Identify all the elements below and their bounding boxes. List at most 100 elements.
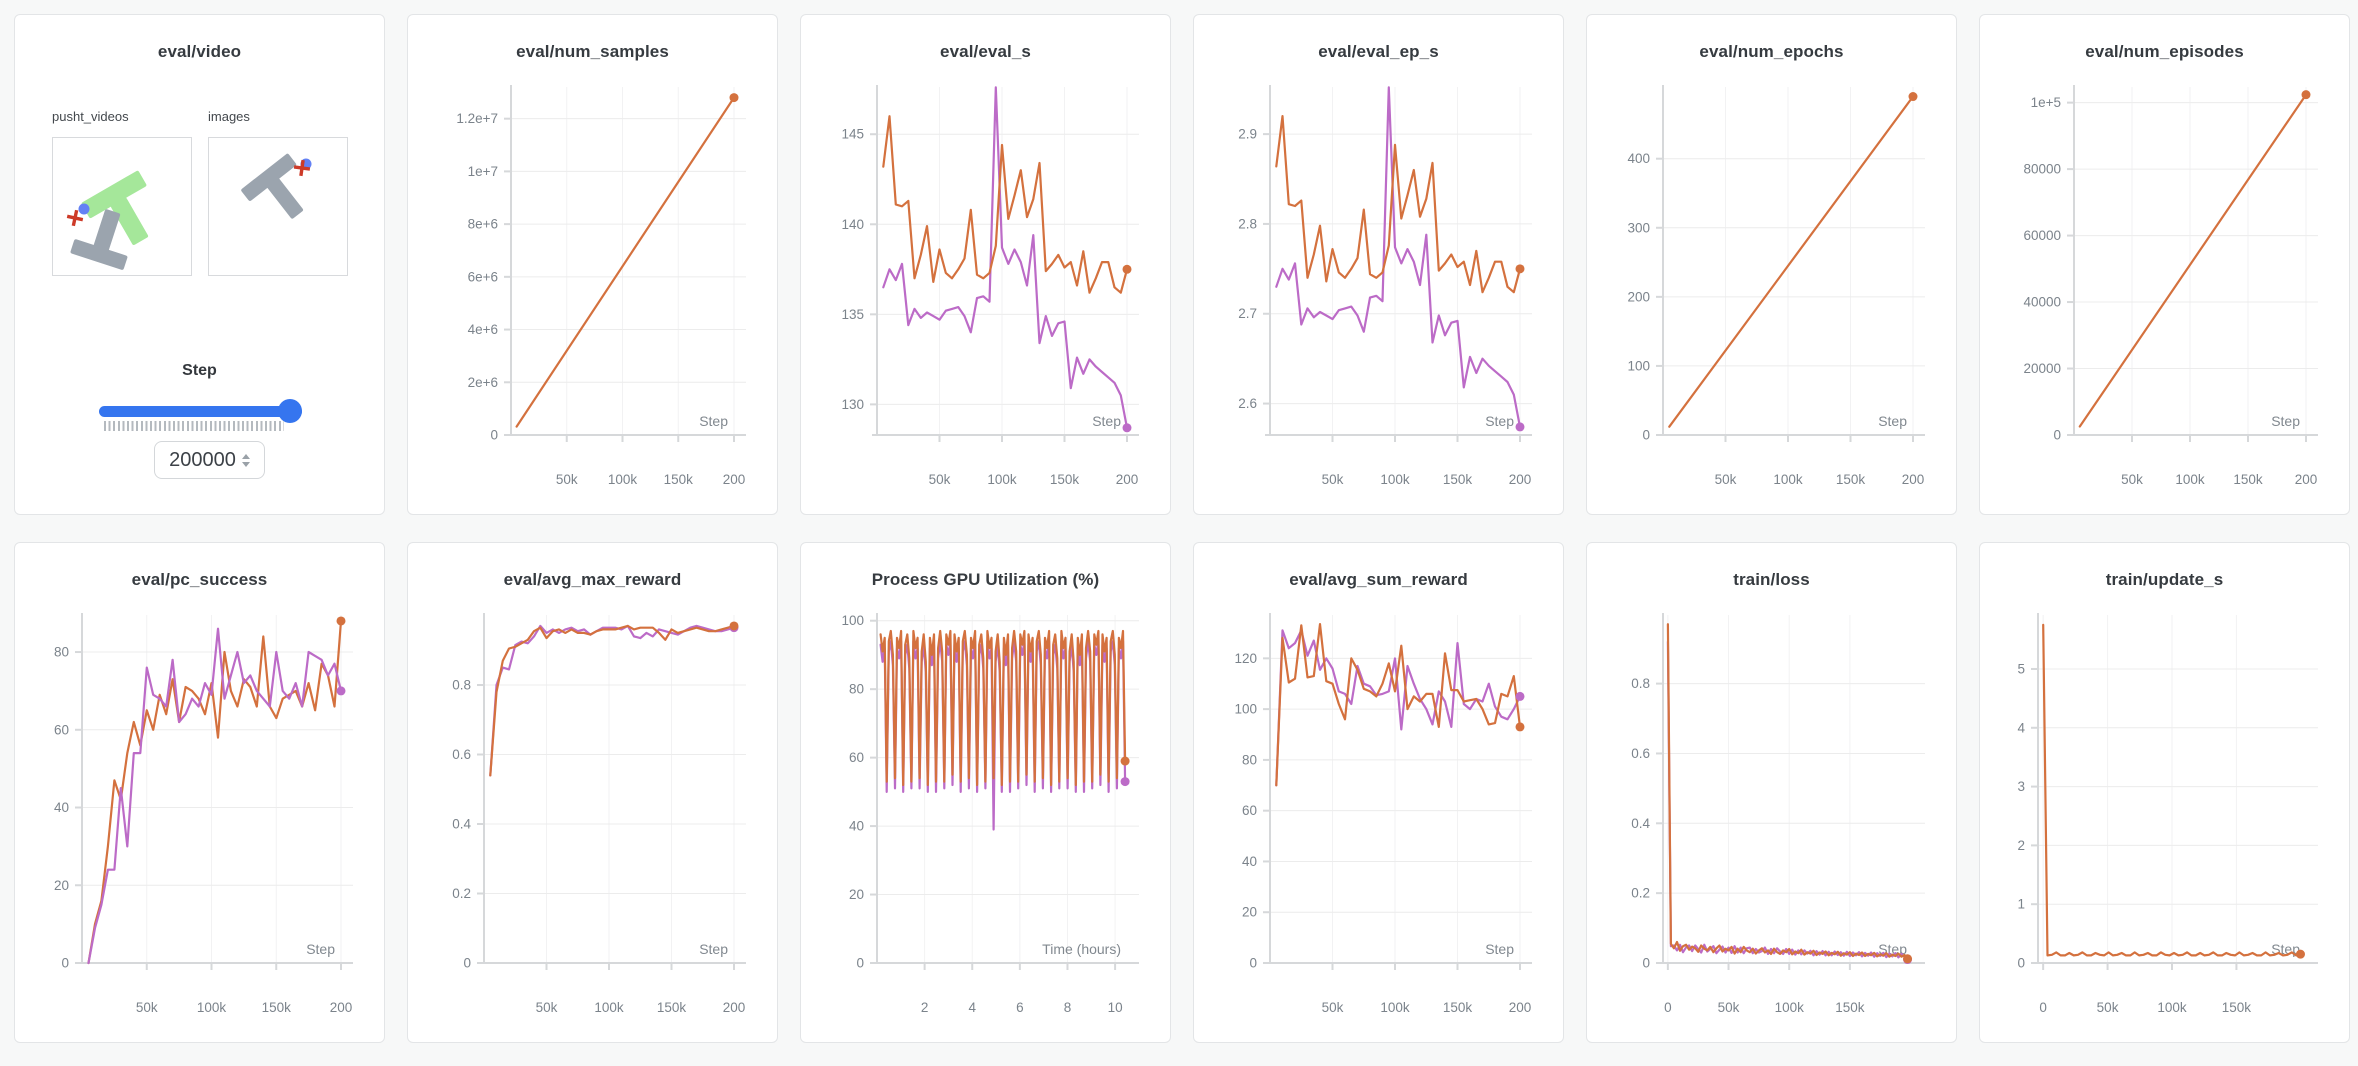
series-line-run-purple: [1275, 86, 1522, 428]
series-line-run-orange: [1668, 95, 1915, 428]
images-frame: [241, 153, 312, 219]
x-tick-label: 200: [330, 1000, 353, 1015]
y-tick-label: 100: [1627, 358, 1650, 373]
x-tick-label: 200: [2295, 472, 2318, 487]
y-tick-label: 4e+6: [468, 322, 498, 337]
y-tick-label: 400: [1627, 151, 1650, 166]
x-axis-label: Step: [1092, 413, 1121, 429]
x-tick-label: 150k: [1835, 1000, 1865, 1015]
media-thumbnail-pusht-videos[interactable]: [52, 137, 192, 276]
x-tick-label: 100k: [2175, 472, 2205, 487]
x-tick-label: 0: [1664, 1000, 1672, 1015]
panel-eval-avg-max-reward: eval/avg_max_reward 0 0.2 0.4 0.6 0.8 50k 100k…: [407, 542, 778, 1043]
series-line-run-orange: [882, 115, 1129, 294]
step-number-input[interactable]: 200000: [154, 441, 265, 479]
y-tick-label: 4: [2017, 720, 2025, 735]
gray-tee-shape: [70, 209, 128, 270]
panel-eval-avg-sum-reward: eval/avg_sum_reward 0 20 40 60 80 100 120 50k 10…: [1193, 542, 1564, 1043]
y-tick-label: 100: [841, 613, 864, 628]
series-line-run-orange: [2042, 623, 2302, 957]
chart-eval-avg-max-reward[interactable]: 0 0.2 0.4 0.6 0.8 50k 100k 150k 200 Step: [407, 599, 778, 1043]
x-tick-label: 200: [1509, 472, 1532, 487]
panel-title: eval/eval_s: [940, 42, 1031, 61]
x-tick-label: 100k: [197, 1000, 227, 1015]
agent-dot: [78, 203, 90, 215]
y-tick-label: 2.9: [1238, 127, 1257, 142]
chart-eval-eval-s[interactable]: 130 135 140 145 50k 100k 150k 200 Step: [800, 71, 1171, 515]
chart-process-gpu-utilization[interactable]: 0 20 40 60 80 100 2 4 6 8 10 Time (hours): [800, 599, 1171, 1043]
chart-eval-num-epochs[interactable]: 0 100 200 300 400 50k 100k 150k 200 Step: [1586, 71, 1957, 515]
chart-eval-eval-ep-s[interactable]: 2.6 2.7 2.8 2.9 50k 100k 150k 200 Step: [1193, 71, 1564, 515]
chart-eval-num-episodes[interactable]: 0 20000 40000 60000 80000 1e+5 50k 100k 150k 200 S…: [1979, 71, 2350, 515]
spinner-up-icon[interactable]: [241, 453, 250, 459]
x-tick-label: 150k: [664, 472, 694, 487]
series-line-run-orange: [879, 629, 1127, 787]
panel-eval-eval-ep-s: eval/eval_ep_s 2.6 2.7 2.8 2.9 50k 100k 150k 20…: [1193, 14, 1564, 515]
x-tick-label: 150k: [1443, 1000, 1473, 1015]
pusht-video-frame: [66, 170, 149, 270]
panel-title: eval/video: [157, 42, 242, 61]
x-tick-label: 50k: [1715, 472, 1737, 487]
x-tick-label: 100k: [2157, 1000, 2187, 1015]
green-tee-shape: [81, 170, 149, 245]
x-tick-label: 150k: [1836, 472, 1866, 487]
y-tick-label: 60: [1242, 803, 1257, 818]
y-tick-label: 135: [841, 307, 864, 322]
chart-eval-num-samples[interactable]: 0 2e+6 4e+6 6e+6 8e+6 1e+7 1.2e+7 50k 100k 150k 20…: [407, 71, 778, 515]
y-tick-label: 2.8: [1238, 216, 1257, 231]
series-line-run-purple: [1275, 629, 1522, 787]
step-slider-track[interactable]: [99, 406, 302, 417]
y-tick-label: 0.4: [1631, 816, 1650, 831]
chart-eval-pc-success[interactable]: 0 20 40 60 80 50k 100k 150k 200 Step: [14, 599, 385, 1043]
y-tick-label: 0.4: [452, 817, 471, 832]
y-tick-label: 140: [841, 217, 864, 232]
media-label-pusht-videos: pusht_videos: [52, 109, 129, 124]
step-slider-label: Step: [182, 362, 217, 379]
y-tick-label: 0.6: [1631, 746, 1650, 761]
panel-title: eval/avg_sum_reward: [1289, 570, 1468, 589]
y-tick-label: 20: [849, 887, 864, 902]
y-tick-label: 40: [54, 800, 69, 815]
series-line-run-orange: [1275, 114, 1522, 294]
x-axis-label: Step: [1878, 413, 1907, 429]
step-slider-thumb[interactable]: [278, 399, 302, 423]
y-tick-label: 1e+5: [2031, 95, 2061, 110]
chart-eval-avg-sum-reward[interactable]: 0 20 40 60 80 100 120 50k 100k 150k 200 Step: [1193, 599, 1564, 1043]
series-end-marker-run-purple: [1515, 422, 1525, 432]
y-tick-label: 2e+6: [468, 375, 498, 390]
y-tick-label: 0: [1642, 428, 1650, 443]
gray-tee-shape: [241, 153, 304, 219]
series-end-marker-run-purple: [1122, 423, 1132, 433]
x-tick-label: 100k: [1773, 472, 1803, 487]
panel-title: eval/eval_ep_s: [1318, 42, 1439, 61]
stepper-arrows-icon[interactable]: [241, 453, 250, 467]
panel-eval-pc-success: eval/pc_success 0 20 40 60 80 50k 100k 150k 200 S…: [14, 542, 385, 1043]
x-tick-label: 200: [723, 1000, 746, 1015]
panel-title: eval/num_epochs: [1699, 42, 1844, 61]
media-thumbnail-images[interactable]: [208, 137, 348, 276]
x-tick-label: 200: [1902, 472, 1925, 487]
series-end-marker-run-purple: [336, 686, 346, 696]
y-tick-label: 1.2e+7: [456, 111, 498, 126]
x-tick-label: 50k: [2097, 1000, 2119, 1015]
panel-train-update-s: train/update_s 0 1 2 3 4 5 0 50k 100k 150k Step: [1979, 542, 2350, 1043]
x-tick-label: 50k: [136, 1000, 158, 1015]
series-line-run-orange: [2078, 93, 2308, 428]
series-end-marker-run-orange: [1903, 954, 1913, 964]
series-end-marker-run-orange: [1515, 722, 1525, 732]
panel-eval-eval-s: eval/eval_s 130 135 140 145 50k 100k 150k 200 St…: [800, 14, 1171, 515]
panel-title: train/update_s: [2105, 570, 2224, 589]
series-end-marker-run-orange: [2301, 90, 2311, 100]
x-tick-label: 50k: [1322, 472, 1344, 487]
y-tick-label: 1: [2017, 897, 2025, 912]
spinner-down-icon[interactable]: [241, 461, 250, 467]
series-line-run-purple: [489, 624, 736, 777]
y-tick-label: 60000: [2023, 228, 2061, 243]
series-end-marker-run-orange: [1908, 92, 1918, 102]
y-tick-label: 80: [1242, 752, 1257, 767]
x-tick-label: 50k: [1322, 1000, 1344, 1015]
series-end-marker-run-orange: [1122, 264, 1132, 274]
series-end-marker-run-purple: [1515, 691, 1525, 701]
